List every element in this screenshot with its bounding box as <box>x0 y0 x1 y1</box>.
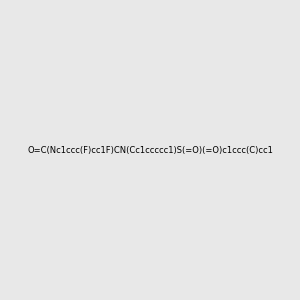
Text: O=C(Nc1ccc(F)cc1F)CN(Cc1ccccc1)S(=O)(=O)c1ccc(C)cc1: O=C(Nc1ccc(F)cc1F)CN(Cc1ccccc1)S(=O)(=O)… <box>27 146 273 154</box>
